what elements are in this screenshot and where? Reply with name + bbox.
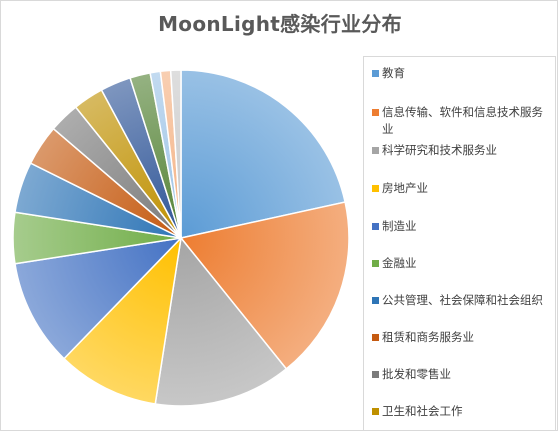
legend-swatch (372, 70, 379, 77)
legend-label: 金融业 (382, 256, 417, 270)
legend-swatch (372, 334, 379, 341)
legend-swatch (372, 185, 379, 192)
legend-item: 租赁和商务服务业 (372, 329, 552, 346)
legend-label: 租赁和商务服务业 (382, 330, 474, 344)
legend: 教育信息传输、软件和信息技术服务业科学研究和技术服务业 房地产业制造业金融业公共管… (363, 56, 556, 431)
pie-slice-14 (169, 69, 182, 239)
legend-item: 房地产业 (372, 180, 552, 197)
legend-swatch (372, 109, 379, 116)
legend-label: 房地产业 (382, 181, 428, 195)
legend-label: 信息传输、软件和信息技术服务业 (382, 105, 543, 136)
legend-label: 教育 (382, 66, 405, 80)
legend-label: 科学研究和技术服务业 (382, 143, 497, 157)
legend-item: 科学研究和技术服务业 (372, 142, 552, 159)
chart-title: MoonLight感染行业分布 (158, 12, 402, 36)
legend-item: 教育 (372, 65, 552, 82)
legend-swatch (372, 371, 379, 378)
legend-label: 制造业 (382, 219, 417, 233)
legend-item: 批发和零售业 (372, 366, 552, 383)
legend-item: 金融业 (372, 255, 552, 272)
pie-slice-0 (180, 69, 347, 239)
legend-label: 批发和零售业 (382, 367, 451, 381)
legend-item: 信息传输、软件和信息技术服务业 (372, 104, 552, 138)
legend-swatch (372, 223, 379, 230)
legend-label: 公共管理、社会保障和社会组织 (382, 293, 543, 307)
legend-item: 卫生和社会工作 (372, 403, 552, 420)
pie-slice-4 (14, 236, 184, 360)
legend-label: 卫生和社会工作 (382, 404, 463, 418)
legend-item: 公共管理、社会保障和社会组织 (372, 292, 552, 309)
legend-swatch (372, 147, 379, 154)
legend-swatch (372, 408, 379, 415)
legend-swatch (372, 260, 379, 267)
pie-slice-2 (154, 236, 288, 407)
pie-slice-3 (62, 235, 183, 405)
legend-item: 制造业 (372, 218, 552, 235)
pie-slice-1 (179, 201, 350, 370)
legend-swatch (372, 297, 379, 304)
